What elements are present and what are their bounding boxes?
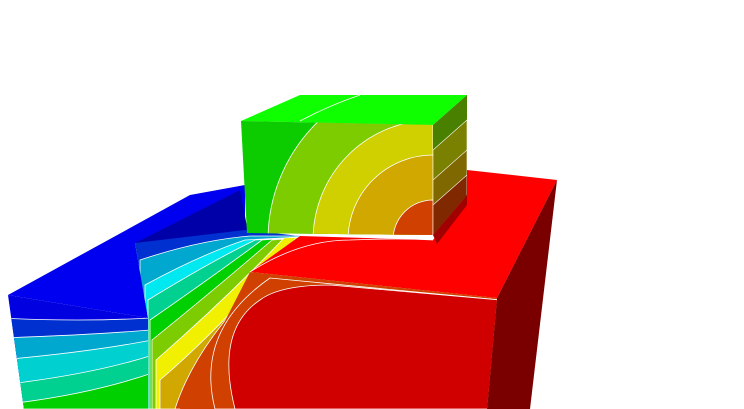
- box-shadow-edge: [433, 195, 467, 244]
- red-top-contour: [249, 238, 434, 273]
- left-block-front-face: [8, 295, 160, 409]
- red-block-right-face: [487, 180, 557, 409]
- red-block-top-face: [250, 170, 557, 298]
- box-front-face: [241, 121, 433, 235]
- box-top-contour: [299, 94, 361, 122]
- box-top-face: [241, 95, 467, 125]
